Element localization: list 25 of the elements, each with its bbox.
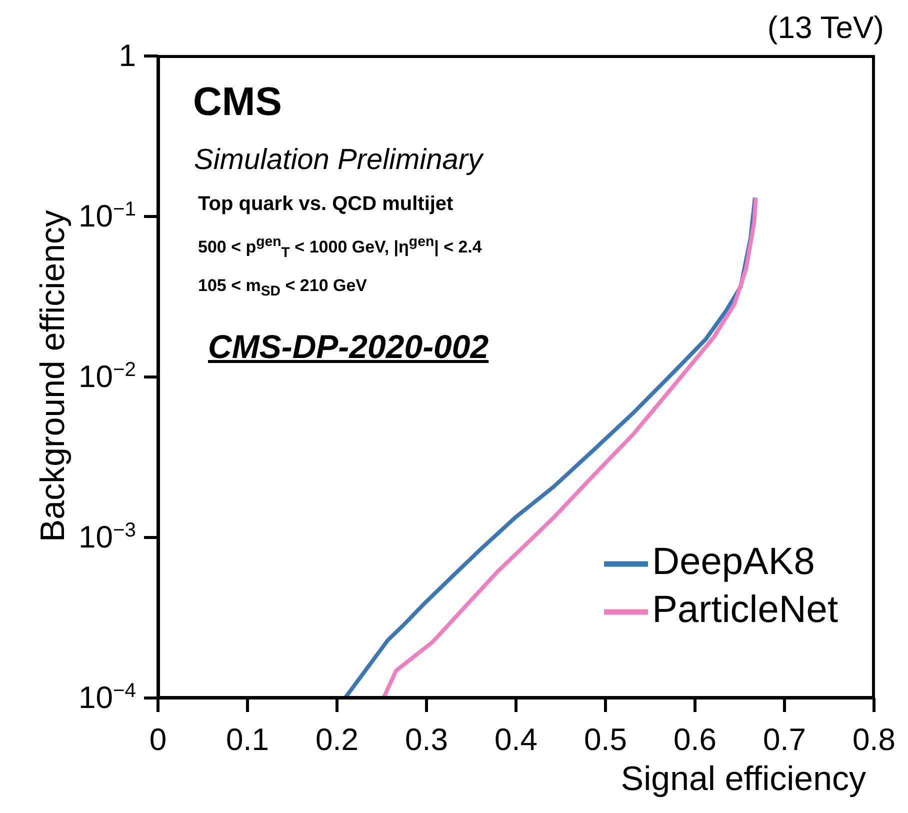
y-tick-label: 10$^{−1}$ <box>78 198 136 234</box>
legend-label: ParticleNet <box>652 589 838 631</box>
legend-label: DeepAK8 <box>652 541 815 583</box>
y-tick-label: 10$^{−2}$ <box>78 359 136 394</box>
text: (13 TeV) <box>767 10 884 46</box>
x-axis-title: Signal efficiency <box>620 760 866 798</box>
x-tick-label: 0.7 <box>762 722 806 758</box>
y-tick-label: 10$^{−4}$ <box>78 680 136 715</box>
annotation: CMS <box>193 80 282 125</box>
annotation: 105 < m$_{SD}$ < 210 GeV <box>198 276 368 300</box>
x-tick-label: 0.2 <box>315 722 359 758</box>
annotation: 500 < p$^{gen}$$_{T}$ < 1000 GeV, |η$^{gen}$| < 2.4 <box>198 234 482 262</box>
y-axis-title: Background efficiency <box>34 210 72 542</box>
x-tick-label: 0.8 <box>852 722 896 758</box>
annotation: Simulation Preliminary <box>194 144 482 177</box>
y-tick-label: 10$^{−3}$ <box>78 520 136 554</box>
y-tick-label: 1 <box>118 38 136 73</box>
x-tick-label: 0.6 <box>673 722 717 758</box>
annotation: CMS-DP-2020-002 <box>208 328 489 366</box>
annotation: Top quark vs. QCD multijet <box>198 193 454 216</box>
x-tick-label: 0.3 <box>404 722 448 758</box>
x-tick-label: 0.5 <box>584 722 628 758</box>
x-tick-label: 0 <box>149 722 167 758</box>
x-tick-label: 0.1 <box>226 722 270 758</box>
x-tick-label: 0.4 <box>494 722 538 758</box>
